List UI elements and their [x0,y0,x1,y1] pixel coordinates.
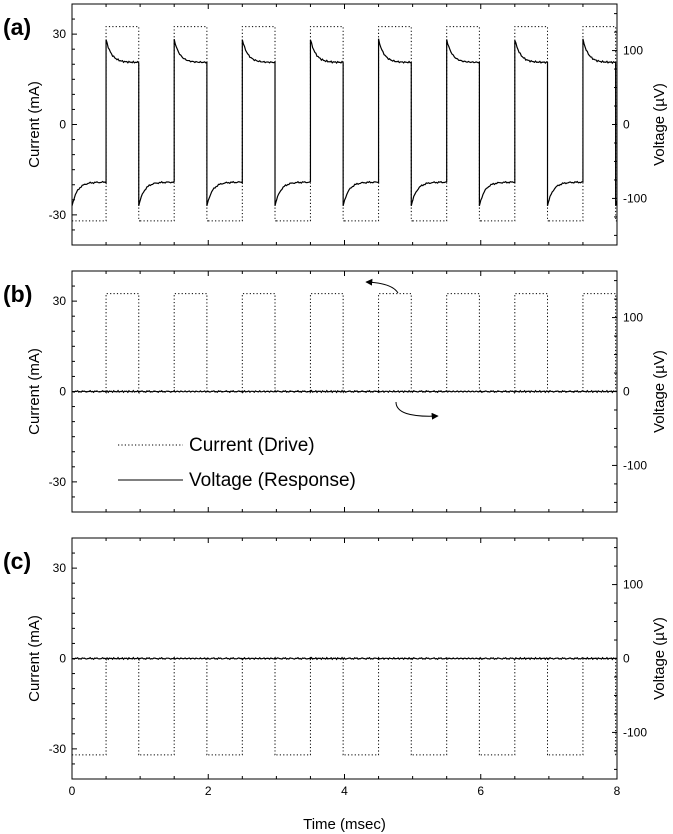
arrow-to-current-axis [365,278,399,294]
right-tick-label: -100 [623,458,647,472]
legend-label: Current (Drive) [189,435,315,456]
left-tick-label: 0 [59,652,66,666]
right-tick-label: 0 [623,385,630,399]
right-axis-title: Voltage (µV) [651,350,668,433]
left-tick-label: -30 [49,208,67,222]
x-tick-label: 0 [69,784,76,798]
right-axis-title: Voltage (µV) [651,617,668,700]
panel-tag: (c) [3,548,31,574]
current-trace [72,293,617,392]
x-axis-title: Time (msec) [303,816,386,833]
left-tick-label: 30 [53,27,67,41]
right-tick-label: -100 [623,725,647,739]
panel-tag: (b) [3,281,32,307]
x-tick-label: 4 [341,784,348,798]
plot-frame [71,3,618,246]
right-tick-label: -100 [623,191,647,205]
voltage-trace [71,38,618,206]
left-tick-label: 30 [53,294,67,308]
current-trace [72,26,617,222]
left-axis-title: Current (mA) [26,348,43,435]
left-tick-label: -30 [49,742,67,756]
left-tick-label: -30 [49,475,67,489]
x-tick-label: 2 [205,784,212,798]
left-axis-title: Current (mA) [26,615,43,702]
right-tick-label: 0 [623,118,630,132]
panel-tag: (a) [3,14,31,40]
left-tick-label: 30 [53,561,67,575]
right-tick-label: 100 [623,578,643,592]
right-tick-label: 0 [623,652,630,666]
x-tick-label: 8 [614,784,621,798]
panel-b: -30 0 30 -100 0 100 Current (mA) Voltage (µV) (b… [3,270,668,513]
left-axis-title: Current (mA) [26,81,43,168]
left-tick-label: 0 [59,118,66,132]
voltage-trace [71,656,617,662]
right-tick-label: 100 [623,311,643,325]
voltage-trace [71,389,617,395]
right-axis-title: Voltage (µV) [651,83,668,166]
arrow-to-voltage-axis [395,401,439,420]
panel-a: -30 0 30 -100 0 100 Current (mA) Voltage (µV) (a… [3,3,668,246]
right-tick-label: 100 [623,44,643,58]
current-trace [72,658,617,756]
legend-label: Voltage (Response) [189,470,356,491]
panel-c: -30 0 30 -100 0 100 0 2 4 6 8 Current (mA) Voltage (… [3,537,668,798]
left-tick-label: 0 [59,385,66,399]
x-tick-label: 6 [477,784,484,798]
